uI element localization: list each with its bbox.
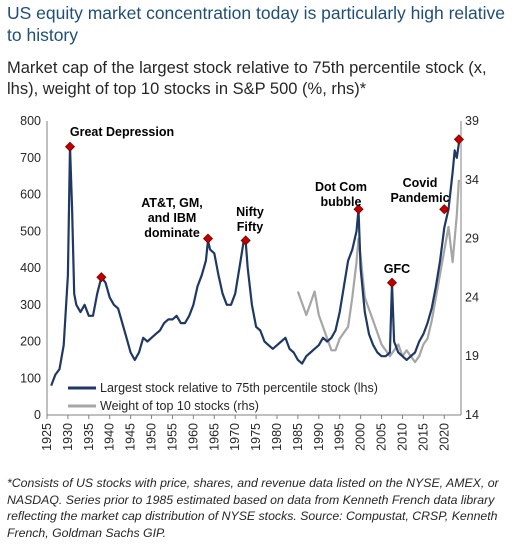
x-tick-label: 1995 (333, 423, 347, 451)
x-tick-label: 2015 (416, 423, 430, 451)
y-right-tick-label: 19 (465, 349, 479, 363)
x-tick-label: 1955 (165, 423, 179, 451)
x-tick-label: 1945 (124, 423, 138, 451)
legend-label: Weight of top 10 stocks (rhs) (100, 399, 259, 413)
y-right-tick-label: 29 (465, 232, 479, 246)
event-marker (202, 233, 214, 244)
legend-label: Largest stock relative to 75th percentil… (100, 381, 378, 395)
event-marker (386, 277, 398, 288)
y-right-tick-label: 34 (465, 173, 479, 187)
series-line-largest-stock (50, 142, 460, 386)
event-marker (453, 134, 464, 145)
x-tick-label: 1940 (103, 423, 117, 451)
x-tick-label: 2000 (354, 423, 368, 451)
x-tick-label: 2010 (395, 423, 409, 451)
x-tick-label: 2020 (437, 423, 451, 451)
y-left-tick-label: 100 (20, 371, 41, 385)
chart-title: US equity market concentration today is … (7, 3, 506, 45)
y-left-tick-label: 700 (20, 151, 41, 165)
annotation-at-t-gm-and-ibm-dominate: AT&T, GM, and IBM dominate (141, 196, 203, 240)
event-marker (64, 141, 76, 152)
y-left-tick-label: 500 (20, 224, 41, 238)
event-marker (353, 204, 364, 215)
y-left-tick-label: 800 (20, 114, 41, 128)
series-line-top10-weight (296, 179, 460, 364)
footnote: *Consists of US stocks with price, share… (7, 476, 499, 540)
y-left-tick-label: 200 (20, 335, 41, 349)
x-tick-label: 1965 (207, 423, 221, 451)
y-left-tick-label: 400 (20, 261, 41, 275)
y-left-tick-label: 0 (34, 408, 41, 422)
x-tick-label: 1950 (145, 423, 159, 451)
x-tick-label: 1930 (61, 423, 75, 451)
annotation-nifty-fifty: Nifty Fifty (236, 205, 264, 234)
x-tick-label: 1935 (82, 423, 96, 451)
annotation-gfc: GFC (384, 262, 410, 276)
x-tick-label: 1975 (249, 423, 263, 451)
annotation-covid-pandemic: Covid Pandemic (390, 176, 449, 205)
y-right-tick-label: 39 (465, 114, 479, 128)
x-tick-label: 1985 (291, 423, 305, 451)
x-tick-label: 1925 (40, 423, 54, 451)
y-right-tick-label: 14 (465, 408, 479, 422)
chart-area: 0 100 200 300 400 500 600 700 800 14 19 24 29 34 39 192… (20, 114, 479, 451)
y-left-tick-label: 300 (20, 298, 41, 312)
x-tick-label: 1960 (186, 423, 200, 451)
chart-subtitle: Market cap of the largest stock relative… (7, 59, 487, 98)
event-marker (240, 235, 251, 246)
event-marker (96, 272, 107, 283)
x-tick-label: 2005 (375, 423, 389, 451)
event-marker (439, 204, 450, 215)
annotation-great-depression: Great Depression (70, 125, 174, 139)
x-tick-label: 1990 (312, 423, 326, 451)
x-tick-label: 1980 (270, 423, 284, 451)
y-left-tick-label: 600 (20, 188, 41, 202)
x-tick-label: 1970 (228, 423, 242, 451)
y-right-tick-label: 24 (465, 290, 479, 304)
annotation-dot-com-bubble: Dot Com bubble (315, 180, 367, 209)
